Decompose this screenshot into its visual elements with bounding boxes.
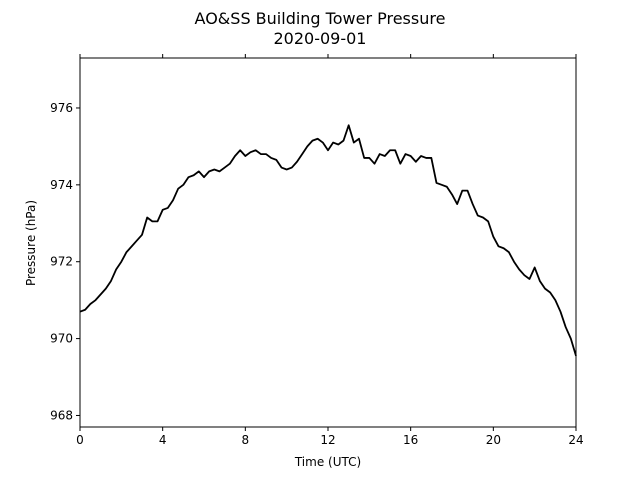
y-tick-label: 968 xyxy=(50,408,73,422)
x-tick-label: 24 xyxy=(568,433,583,447)
x-tick-label: 8 xyxy=(242,433,250,447)
x-tick-label: 12 xyxy=(320,433,335,447)
axis-ticks: 0 4 8 12 16 20 24 968 970 972 974 976 xyxy=(50,54,584,447)
y-tick-label: 974 xyxy=(50,178,73,192)
x-tick-label: 0 xyxy=(76,433,84,447)
y-tick-label: 972 xyxy=(50,255,73,269)
x-axis-label: Time (UTC) xyxy=(294,455,361,469)
x-tick-label: 16 xyxy=(403,433,418,447)
x-tick-label: 4 xyxy=(159,433,167,447)
chart-title: AO&SS Building Tower Pressure xyxy=(195,9,446,28)
x-tick-label: 20 xyxy=(486,433,501,447)
y-tick-label: 976 xyxy=(50,101,73,115)
series-line-pressure xyxy=(79,124,577,357)
chart-subtitle: 2020-09-01 xyxy=(274,29,367,48)
y-axis-label: Pressure (hPa) xyxy=(24,200,38,286)
y-tick-label: 970 xyxy=(50,332,73,346)
